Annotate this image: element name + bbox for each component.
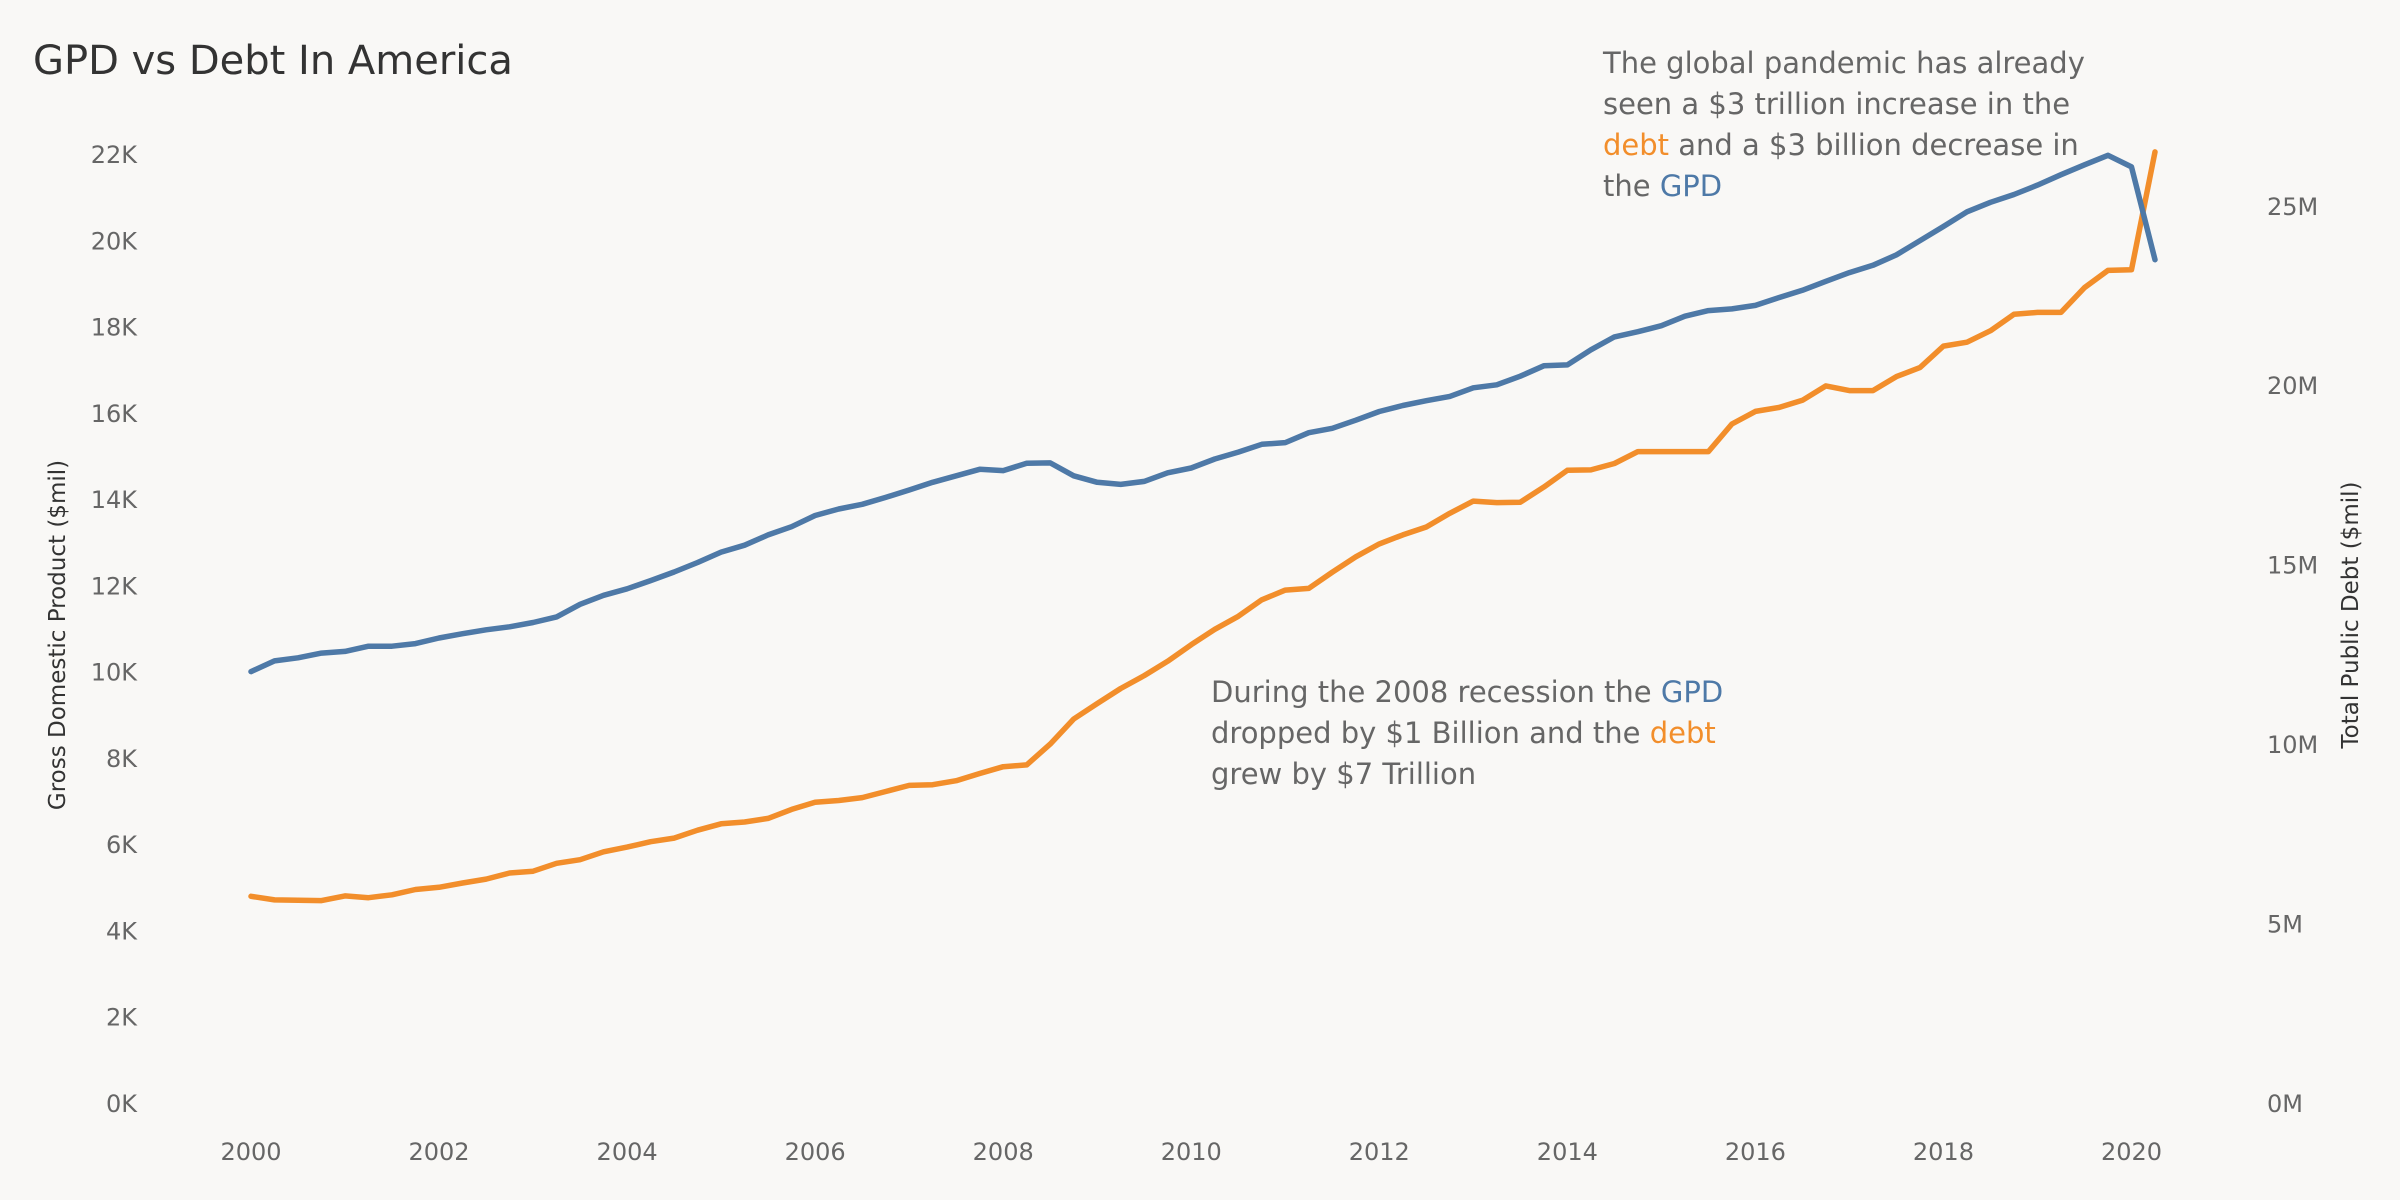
x-tick-label: 2004 — [597, 1138, 658, 1166]
annotation-pandemic-line1: The global pandemic has already — [1603, 46, 2085, 80]
y-axis-right-label: Total Public Debt ($mil) — [2338, 482, 2364, 750]
y2-tick-label: 0M — [2267, 1090, 2303, 1118]
x-tick-label: 2006 — [785, 1138, 846, 1166]
y-tick-label: 0K — [106, 1090, 138, 1118]
y-tick-label: 10K — [91, 659, 139, 687]
annotation-gdp-word: GPD — [1659, 169, 1723, 203]
y-tick-label: 4K — [106, 917, 138, 945]
y-tick-label: 2K — [106, 1004, 138, 1032]
annotation-pandemic-line3: debt and a $3 billion decrease in — [1603, 125, 2085, 166]
y-axis-right: 0M 5M 10M 15M 20M 25M — [2267, 193, 2318, 1118]
annotation-pandemic-line2: seen a $3 trillion increase in the — [1603, 87, 2071, 121]
annotation-recession-line3: grew by $7 Trillion — [1211, 757, 1477, 791]
annotation-debt-word: debt — [1649, 716, 1716, 750]
x-tick-label: 2000 — [220, 1138, 281, 1166]
y-tick-label: 18K — [91, 314, 139, 342]
x-tick-label: 2012 — [1349, 1138, 1410, 1166]
y-tick-label: 8K — [106, 745, 138, 773]
y2-tick-label: 15M — [2267, 552, 2318, 580]
x-tick-label: 2018 — [1913, 1138, 1974, 1166]
chart-title: GPD vs Debt In America — [33, 38, 513, 84]
x-tick-label: 2014 — [1537, 1138, 1598, 1166]
annotation-pandemic: The global pandemic has already seen a $… — [1603, 43, 2085, 207]
series-line-debt — [248, 149, 2158, 904]
y-tick-label: 20K — [91, 227, 139, 255]
y2-tick-label: 5M — [2267, 911, 2303, 939]
y2-tick-label: 20M — [2267, 372, 2318, 400]
annotation-recession-line1: During the 2008 recession the GPD — [1211, 672, 1723, 713]
x-tick-label: 2016 — [1725, 1138, 1786, 1166]
y-tick-label: 22K — [91, 141, 139, 169]
annotation-pandemic-line4-pre: the — [1603, 169, 1660, 203]
y-axis-left: 0K 2K 4K 6K 8K 10K 12K 14K 16K 18K 20K 22K — [91, 141, 139, 1118]
annotation-pandemic-line3-rest: and a $3 billion decrease in — [1669, 128, 2079, 162]
y2-tick-label: 25M — [2267, 193, 2318, 221]
annotation-recession-line1-pre: During the 2008 recession the — [1211, 675, 1661, 709]
x-tick-label: 2008 — [973, 1138, 1034, 1166]
y-tick-label: 12K — [91, 572, 139, 600]
annotation-recession-line2-pre: dropped by $1 Billion and the — [1211, 716, 1650, 750]
x-tick-label: 2020 — [2101, 1138, 2162, 1166]
annotation-pandemic-line4: the GPD — [1603, 166, 2085, 207]
y-tick-label: 14K — [91, 486, 139, 514]
y2-tick-label: 10M — [2267, 731, 2318, 759]
annotation-recession: During the 2008 recession the GPD droppe… — [1211, 672, 1723, 795]
annotation-gdp-word: GPD — [1660, 675, 1724, 709]
x-tick-label: 2002 — [409, 1138, 470, 1166]
x-axis: 2000 2002 2004 2006 2008 2010 2012 2014 2016 2018… — [220, 1138, 2162, 1166]
x-tick-label: 2010 — [1161, 1138, 1222, 1166]
annotation-debt-word: debt — [1603, 128, 1670, 162]
annotation-recession-line2: dropped by $1 Billion and the debt — [1211, 713, 1723, 754]
series-layer — [248, 149, 2158, 904]
y-tick-label: 6K — [106, 831, 138, 859]
y-tick-label: 16K — [91, 400, 139, 428]
y-axis-left-label: Gross Domestic Product ($mil) — [45, 460, 71, 810]
series-line-gpd — [248, 152, 2158, 675]
